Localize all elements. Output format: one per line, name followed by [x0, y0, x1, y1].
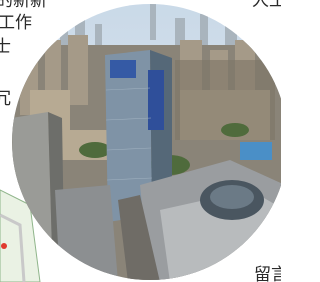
screenshot: 的新新 工作 士 冗 人工 留言: [0, 0, 281, 282]
left-text-line: 冗: [0, 89, 11, 109]
left-text-line: 士: [0, 37, 11, 57]
bottom-right-text: 留言: [254, 265, 281, 282]
top-right-text: 人工: [252, 0, 281, 11]
left-text-line: 的新新: [0, 0, 47, 11]
city-photo: [0, 0, 281, 282]
left-text-line: 工作: [0, 13, 32, 33]
page: {"texts": {"left_lines": ["的新新", "工作", "…: [0, 0, 281, 282]
